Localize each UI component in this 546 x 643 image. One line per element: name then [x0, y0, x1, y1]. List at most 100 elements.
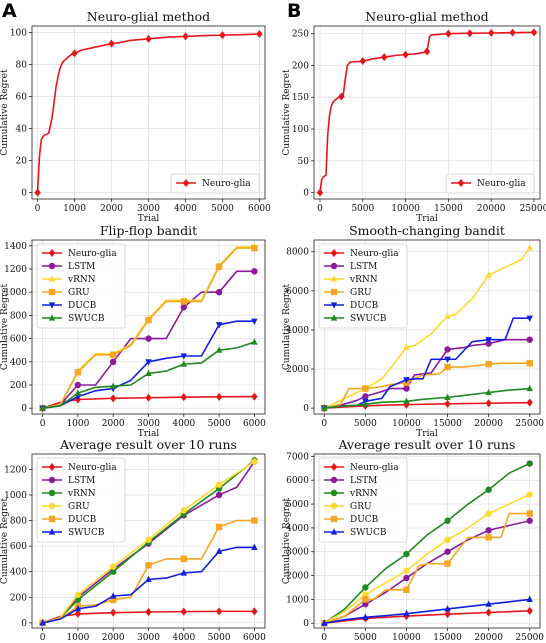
- data-point-ducb: [145, 359, 152, 366]
- legend-entry-swucb: SWUCB: [324, 314, 387, 324]
- y-axis-label: Cumulative Regret: [0, 498, 10, 585]
- legend-swatch-marker: [330, 489, 338, 497]
- legend-entry-gru: GRU: [324, 288, 372, 298]
- legend-entry-ducb: DUCB: [324, 301, 379, 311]
- data-point-neuro-glia: [485, 399, 492, 408]
- legend-swatch-marker: [48, 262, 56, 270]
- data-point-gru: [180, 507, 188, 514]
- y-tick-label: 50: [298, 157, 310, 167]
- legend-label: SWUCB: [68, 314, 105, 324]
- x-tick-label: 0: [321, 633, 327, 643]
- data-point-swucb: [39, 404, 46, 411]
- y-axis-label: Cumulative Regret: [282, 69, 292, 156]
- legend-swatch-marker: [330, 463, 338, 471]
- x-tick-label: 5000: [208, 633, 231, 643]
- x-tick-label: 20000: [474, 419, 503, 429]
- legend: Neuro-glia LSTM vRNN GRU DUCB SWUCB: [318, 457, 408, 543]
- legend-swatch-marker: [48, 476, 56, 484]
- x-tick-label: 3000: [137, 633, 160, 643]
- legend-swatch-marker: [48, 463, 56, 471]
- x-tick-label: 6000: [248, 204, 271, 214]
- data-point-gru: [403, 567, 410, 574]
- data-point-neuro-glia: [251, 607, 258, 616]
- series-neuro-glia: [34, 30, 263, 197]
- panel-label-a: A: [2, 0, 17, 22]
- y-tick-label: 600: [10, 335, 27, 345]
- y-tick-label: 8000: [286, 248, 309, 258]
- data-point-neuro-glia: [402, 50, 409, 59]
- data-point-swucb: [403, 397, 410, 404]
- data-point-gru: [251, 458, 258, 465]
- data-point-swucb: [251, 338, 258, 345]
- x-tick-label: 0: [317, 204, 323, 214]
- data-point-swucb: [215, 547, 223, 554]
- legend-entry-neuro-glia: Neuro-glia: [42, 249, 117, 259]
- y-tick-label: 1000: [4, 288, 27, 298]
- data-point-ducb: [180, 353, 188, 360]
- data-point-neuro-glia: [251, 392, 258, 401]
- legend-box: [36, 457, 126, 543]
- legend-label: GRU: [350, 502, 372, 512]
- data-point-gru: [444, 363, 451, 371]
- y-tick-label: 200: [292, 61, 309, 71]
- legend-entry-lstm: LSTM: [324, 262, 377, 272]
- chart-title: Neuro-glial method: [87, 9, 210, 24]
- data-point-vrnn: [74, 596, 82, 604]
- legend-swatch-marker: [330, 249, 338, 257]
- data-point-lstm: [362, 393, 369, 400]
- x-axis-label: Trial: [416, 429, 438, 439]
- data-point-ducb: [180, 555, 188, 563]
- legend-label: LSTM: [350, 476, 377, 486]
- legend-swatch-marker: [457, 179, 465, 187]
- legend-swatch-marker: [48, 515, 56, 523]
- series-line-neuro-glia: [319, 31, 535, 193]
- data-point-neuro-glia: [108, 39, 115, 48]
- y-tick-label: 0: [303, 404, 309, 414]
- legend-swatch-marker: [48, 302, 56, 309]
- data-point-neuro-glia: [145, 34, 152, 43]
- legend-label: DUCB: [68, 301, 97, 311]
- legend-label: GRU: [350, 288, 372, 298]
- data-point-lstm: [251, 268, 258, 275]
- legend-swatch-marker: [330, 275, 338, 282]
- data-point-vrnn: [403, 343, 410, 351]
- y-tick-label: 1400: [4, 242, 27, 252]
- legend-swatch-marker: [330, 302, 338, 309]
- data-point-ducb: [215, 523, 223, 531]
- x-tick-label: 5000: [351, 204, 374, 214]
- data-point-gru: [145, 536, 152, 543]
- data-point-lstm: [526, 517, 533, 524]
- series-line-swucb: [324, 387, 530, 409]
- y-tick-label: 60: [16, 92, 28, 102]
- legend-swatch-marker: [330, 262, 338, 270]
- data-point-neuro-glia: [109, 394, 117, 403]
- data-point-gru: [145, 316, 152, 324]
- data-point-gru: [180, 298, 188, 305]
- legend-swatch-marker: [48, 249, 56, 257]
- x-axis-label: Trial: [138, 214, 160, 224]
- plot-frame: [313, 25, 541, 200]
- legend-label: DUCB: [68, 515, 97, 525]
- data-point-swucb: [74, 389, 82, 396]
- chart-title: Neuro-glial method: [365, 9, 488, 24]
- data-point-neuro-glia: [316, 188, 324, 197]
- data-point-ducb: [403, 377, 410, 384]
- legend-entry-lstm: LSTM: [42, 476, 95, 486]
- data-point-gru: [215, 263, 223, 270]
- data-point-swucb: [444, 393, 451, 400]
- data-point-neuro-glia: [215, 607, 223, 616]
- legend-swatch-marker: [48, 314, 56, 321]
- series-gru: [321, 491, 533, 627]
- x-tick-label: 0: [321, 419, 327, 429]
- chart-title: Average result over 10 runs: [338, 437, 516, 452]
- x-tick-label: 3000: [137, 204, 160, 214]
- y-tick-label: 3000: [286, 548, 309, 558]
- data-point-vrnn: [485, 271, 492, 278]
- y-tick-label: 6000: [286, 476, 309, 486]
- x-tick-label: 6000: [243, 419, 266, 429]
- data-point-gru: [526, 359, 533, 367]
- plot-frame: [313, 239, 541, 415]
- series-line-gru: [323, 493, 531, 624]
